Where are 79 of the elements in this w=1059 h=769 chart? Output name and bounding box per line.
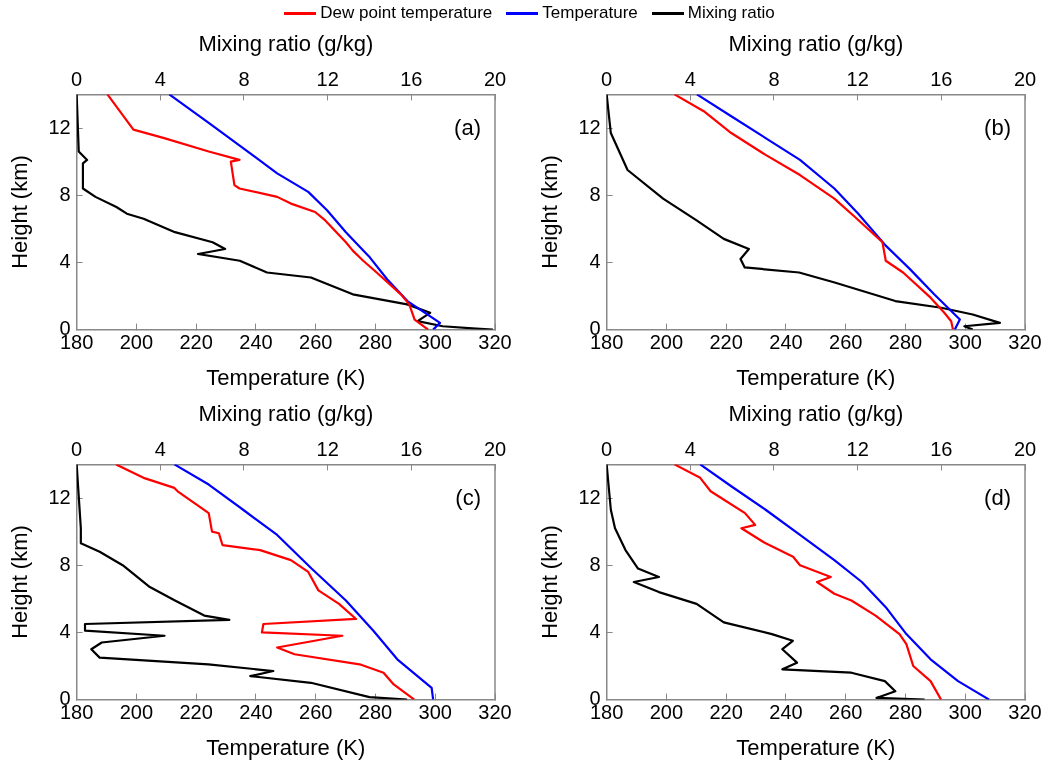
x-tick-label: 280: [358, 331, 393, 354]
x-tick-label: 300: [418, 331, 452, 354]
x2-tick-label: 12: [846, 437, 869, 460]
x-tick-label: 260: [299, 331, 333, 354]
annotation: (a): [454, 115, 481, 141]
annotation: (b): [984, 115, 1011, 141]
legend-label: Mixing ratio: [687, 3, 775, 23]
y-tick-label: 4: [59, 619, 71, 642]
legend-label: Temperature: [542, 3, 638, 23]
x2-tick-label: 20: [483, 437, 507, 460]
y-tick-label: 4: [589, 249, 601, 272]
x2-tick-label: 16: [930, 67, 953, 90]
x2-tick-label: 20: [1013, 437, 1037, 460]
y-tick-label: 8: [589, 552, 601, 575]
x2-tick-label: 8: [238, 437, 250, 460]
y-tick-label: 4: [589, 619, 601, 642]
x2-tick-label: 16: [400, 67, 423, 90]
x-tick-label: 260: [829, 331, 863, 354]
y-tick-label: 12: [578, 115, 601, 138]
y-tick-label: 12: [48, 115, 71, 138]
x-tick-label: 220: [179, 331, 213, 354]
x-tick-label: 240: [239, 331, 273, 354]
x2-tick-label: 8: [768, 437, 780, 460]
x-tick-label: 300: [948, 331, 982, 354]
x2-tick-label: 4: [154, 67, 166, 90]
x2-tick-label: 4: [684, 67, 696, 90]
y-axis-title: Height (km): [7, 155, 33, 269]
y-axis-title: Height (km): [7, 525, 33, 639]
y-axis-title: Height (km): [537, 525, 563, 639]
x-tick-label: 280: [888, 701, 923, 724]
x-tick-label: 220: [709, 331, 743, 354]
x2-tick-label: 4: [684, 437, 696, 460]
annotation: (d): [984, 485, 1011, 511]
x-tick-label: 260: [299, 701, 333, 724]
x-tick-label: 300: [948, 701, 982, 724]
x-axis-title: Temperature (K): [736, 734, 896, 760]
annotation: (c): [455, 485, 481, 511]
x2-tick-label: 20: [1013, 67, 1037, 90]
x-tick-label: 260: [829, 701, 863, 724]
y-tick-label: 12: [578, 485, 601, 508]
x2-tick-label: 4: [154, 437, 166, 460]
x2-tick-label: 8: [768, 67, 780, 90]
y-tick-label: 4: [59, 249, 71, 272]
x-tick-label: 320: [478, 331, 512, 354]
x-tick-label: 200: [119, 331, 154, 354]
y-axis-title: Height (km): [537, 155, 563, 269]
x-tick-label: 220: [179, 701, 213, 724]
x-tick-label: 320: [1008, 331, 1042, 354]
x2-tick-label: 12: [316, 437, 339, 460]
x2-axis-title: Mixing ratio (g/kg): [198, 401, 374, 427]
x-axis-title: Temperature (K): [206, 734, 366, 760]
x-tick-label: 280: [358, 701, 393, 724]
x2-axis-title: Mixing ratio (g/kg): [728, 31, 904, 57]
x-tick-label: 200: [649, 331, 684, 354]
y-tick-label: 12: [48, 485, 71, 508]
x-tick-label: 280: [888, 331, 923, 354]
x2-tick-label: 12: [846, 67, 869, 90]
x-tick-label: 240: [769, 331, 803, 354]
x2-tick-label: 16: [930, 437, 953, 460]
x-tick-label: 220: [709, 701, 743, 724]
legend-label: Dew point temperature: [320, 3, 493, 23]
x-tick-label: 240: [769, 701, 803, 724]
x2-axis-title: Mixing ratio (g/kg): [198, 31, 374, 57]
x-tick-label: 320: [1008, 701, 1042, 724]
x2-tick-label: 12: [316, 67, 339, 90]
y-tick-label: 8: [589, 182, 601, 205]
x-tick-label: 300: [418, 701, 452, 724]
y-tick-label: 8: [59, 552, 71, 575]
x-tick-label: 240: [239, 701, 273, 724]
x-tick-label: 200: [649, 701, 684, 724]
x-tick-label: 320: [478, 701, 512, 724]
y-tick-label: 8: [59, 182, 71, 205]
x-axis-title: Temperature (K): [206, 364, 366, 390]
x2-axis-title: Mixing ratio (g/kg): [728, 401, 904, 427]
x-tick-label: 200: [119, 701, 154, 724]
x2-tick-label: 8: [238, 67, 250, 90]
x2-tick-label: 20: [483, 67, 507, 90]
x2-tick-label: 16: [400, 437, 423, 460]
x-axis-title: Temperature (K): [736, 364, 896, 390]
